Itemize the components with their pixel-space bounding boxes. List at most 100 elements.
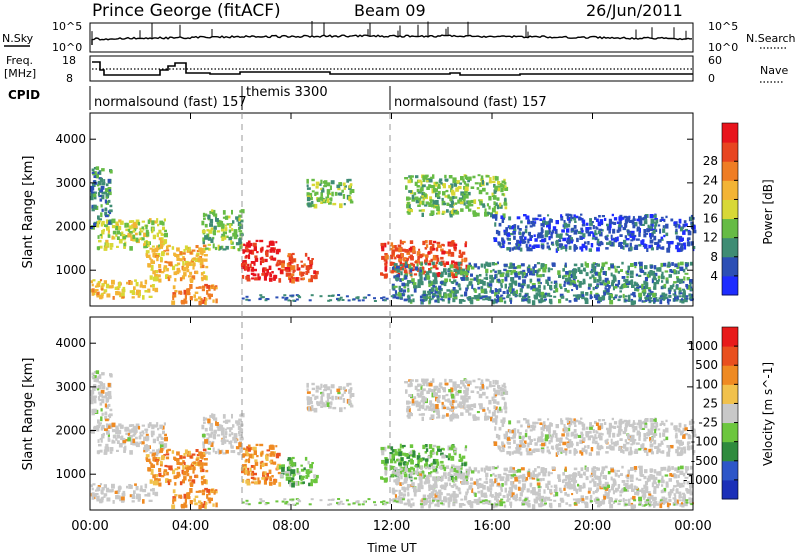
- power-cell-289: [96, 291, 100, 297]
- power-cell-1372: [452, 212, 455, 216]
- velocity-cell-485: [209, 497, 213, 501]
- velocity-cell-204: [143, 444, 147, 450]
- power-cell-1104: [391, 270, 394, 274]
- velocity-cell-1988: [395, 469, 400, 473]
- power-cell-479: [183, 298, 187, 304]
- power-cell-982: [424, 247, 428, 250]
- velocity-cell-737: [268, 481, 273, 485]
- power-ground-cell-104: [506, 295, 510, 298]
- velocity-cell-1969: [666, 502, 670, 508]
- power-cell-2248: [634, 265, 637, 269]
- velocity-cell-1394: [450, 414, 454, 418]
- velocity-cell-76: [107, 382, 111, 387]
- velocity-cell-1844: [573, 487, 577, 491]
- velocity-cell-1752: [524, 479, 527, 483]
- power-ground-cell-39: [543, 295, 547, 298]
- velocity-cell-941: [418, 452, 421, 455]
- power-ground-cell-128: [383, 299, 387, 302]
- power-cell-412: [189, 271, 193, 275]
- power-cell-2544: [659, 219, 662, 222]
- power-cell-1881: [632, 291, 636, 296]
- velocity-cell-1578: [449, 468, 454, 473]
- velocity-cell-979: [440, 460, 444, 464]
- power-cell-2063: [404, 264, 408, 268]
- power-cell-272: [140, 281, 143, 286]
- power-cell-1917: [438, 293, 442, 298]
- power-cell-2690: [519, 231, 522, 235]
- velocity-cell-1426: [661, 479, 665, 484]
- power-cell-463: [167, 276, 170, 279]
- velocity-cell-385: [196, 456, 200, 460]
- power-cell-81: [97, 192, 101, 196]
- velocity-cell-1116: [402, 466, 406, 471]
- power-cell-1223: [425, 201, 429, 205]
- velocity-cell-1163: [453, 386, 458, 391]
- power-ground-cell-115: [406, 295, 410, 298]
- power-cell-1368: [433, 187, 437, 193]
- power-cell-2305: [507, 242, 511, 245]
- velocity-cell-1973: [573, 480, 578, 483]
- power-cell-217: [118, 238, 123, 244]
- power-cell-1950: [603, 282, 607, 286]
- power-cell-2435: [683, 242, 686, 246]
- velocity-cell-1368: [433, 391, 437, 397]
- power-cell-1634: [627, 265, 630, 271]
- power-cell-60: [90, 226, 94, 229]
- velocity-cell-360: [182, 465, 185, 470]
- power-cell-1928: [600, 268, 603, 273]
- velocity-cell-1996: [673, 485, 677, 488]
- velocity-cell-103: [129, 450, 133, 455]
- velocity-cell-1680: [579, 487, 582, 492]
- power-cell-2129: [426, 274, 430, 280]
- velocity-cell-599: [235, 420, 239, 424]
- power-cell-201: [130, 236, 133, 241]
- velocity-cell-1103: [412, 467, 415, 472]
- power-cell-986: [458, 255, 463, 258]
- power-cell-45: [92, 171, 97, 175]
- velocity-cell-2021: [525, 477, 529, 481]
- power-cell-791: [287, 273, 290, 276]
- power-cell-2115: [598, 297, 602, 302]
- power-cell-2151: [399, 278, 403, 282]
- power-cell-729: [251, 277, 255, 280]
- velocity-cell-1231: [456, 384, 460, 388]
- power-ground-cell-157: [283, 294, 287, 297]
- velocity-cell-487: [208, 498, 212, 504]
- power-cell-508: [206, 284, 210, 289]
- velocity-cell-65: [104, 403, 107, 408]
- velocity-cell-986: [458, 459, 463, 462]
- velocity-cell-1215: [468, 380, 472, 385]
- velocity-cell-1190: [495, 406, 498, 411]
- power-ytick-label-1: 2000: [55, 220, 86, 234]
- velocity-cell-1957: [511, 469, 515, 473]
- velocity-cell-1971: [400, 475, 403, 480]
- power-cell-2594: [644, 215, 647, 220]
- power-cell-784: [315, 270, 319, 275]
- velocity-cell-1256: [502, 388, 506, 392]
- velocity-cell-1994: [540, 495, 545, 499]
- power-cell-854: [349, 183, 353, 186]
- velocity-cell-1008: [412, 450, 416, 456]
- power-cell-1146: [414, 181, 418, 186]
- velocity-cell-1791: [536, 497, 539, 500]
- power-cell-231: [141, 226, 145, 230]
- velocity-cell-559: [215, 421, 217, 426]
- power-cell-2006: [537, 281, 541, 285]
- velocity-cell-286: [115, 496, 119, 499]
- velocity-cell-832: [315, 389, 319, 393]
- velocity-cell-111: [97, 439, 100, 443]
- velocity-cell-1873: [572, 476, 577, 481]
- power-cell-708: [250, 261, 254, 264]
- power-cell-2183: [559, 293, 564, 297]
- power-cell-1022: [453, 243, 458, 246]
- power-cell-109: [130, 230, 133, 234]
- velocity-cell-751: [309, 482, 313, 487]
- power-cell-1717: [510, 277, 514, 282]
- power-cell-1898: [447, 272, 451, 278]
- power-cell-1619: [536, 278, 541, 282]
- power-cell-593: [210, 227, 214, 231]
- power-cell-2528: [597, 238, 600, 244]
- power-cell-1830: [623, 283, 628, 288]
- power-ground-cell-116: [362, 296, 366, 299]
- velocity-cell-1345: [439, 382, 443, 386]
